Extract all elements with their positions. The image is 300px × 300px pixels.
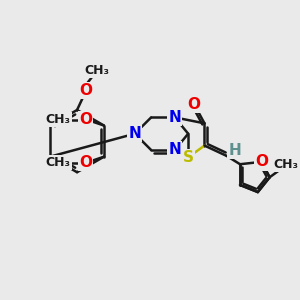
Text: H: H [229,143,242,158]
Text: O: O [80,83,92,98]
Text: N: N [169,110,181,125]
Text: S: S [183,150,194,165]
Text: O: O [79,112,92,127]
Text: CH₃: CH₃ [85,64,110,77]
Text: N: N [128,126,141,141]
Text: CH₃: CH₃ [274,158,298,171]
Text: CH₃: CH₃ [46,113,71,126]
Text: N: N [169,142,181,158]
Text: CH₃: CH₃ [46,156,71,169]
Text: O: O [255,154,268,169]
Text: O: O [188,97,201,112]
Text: O: O [79,155,92,170]
